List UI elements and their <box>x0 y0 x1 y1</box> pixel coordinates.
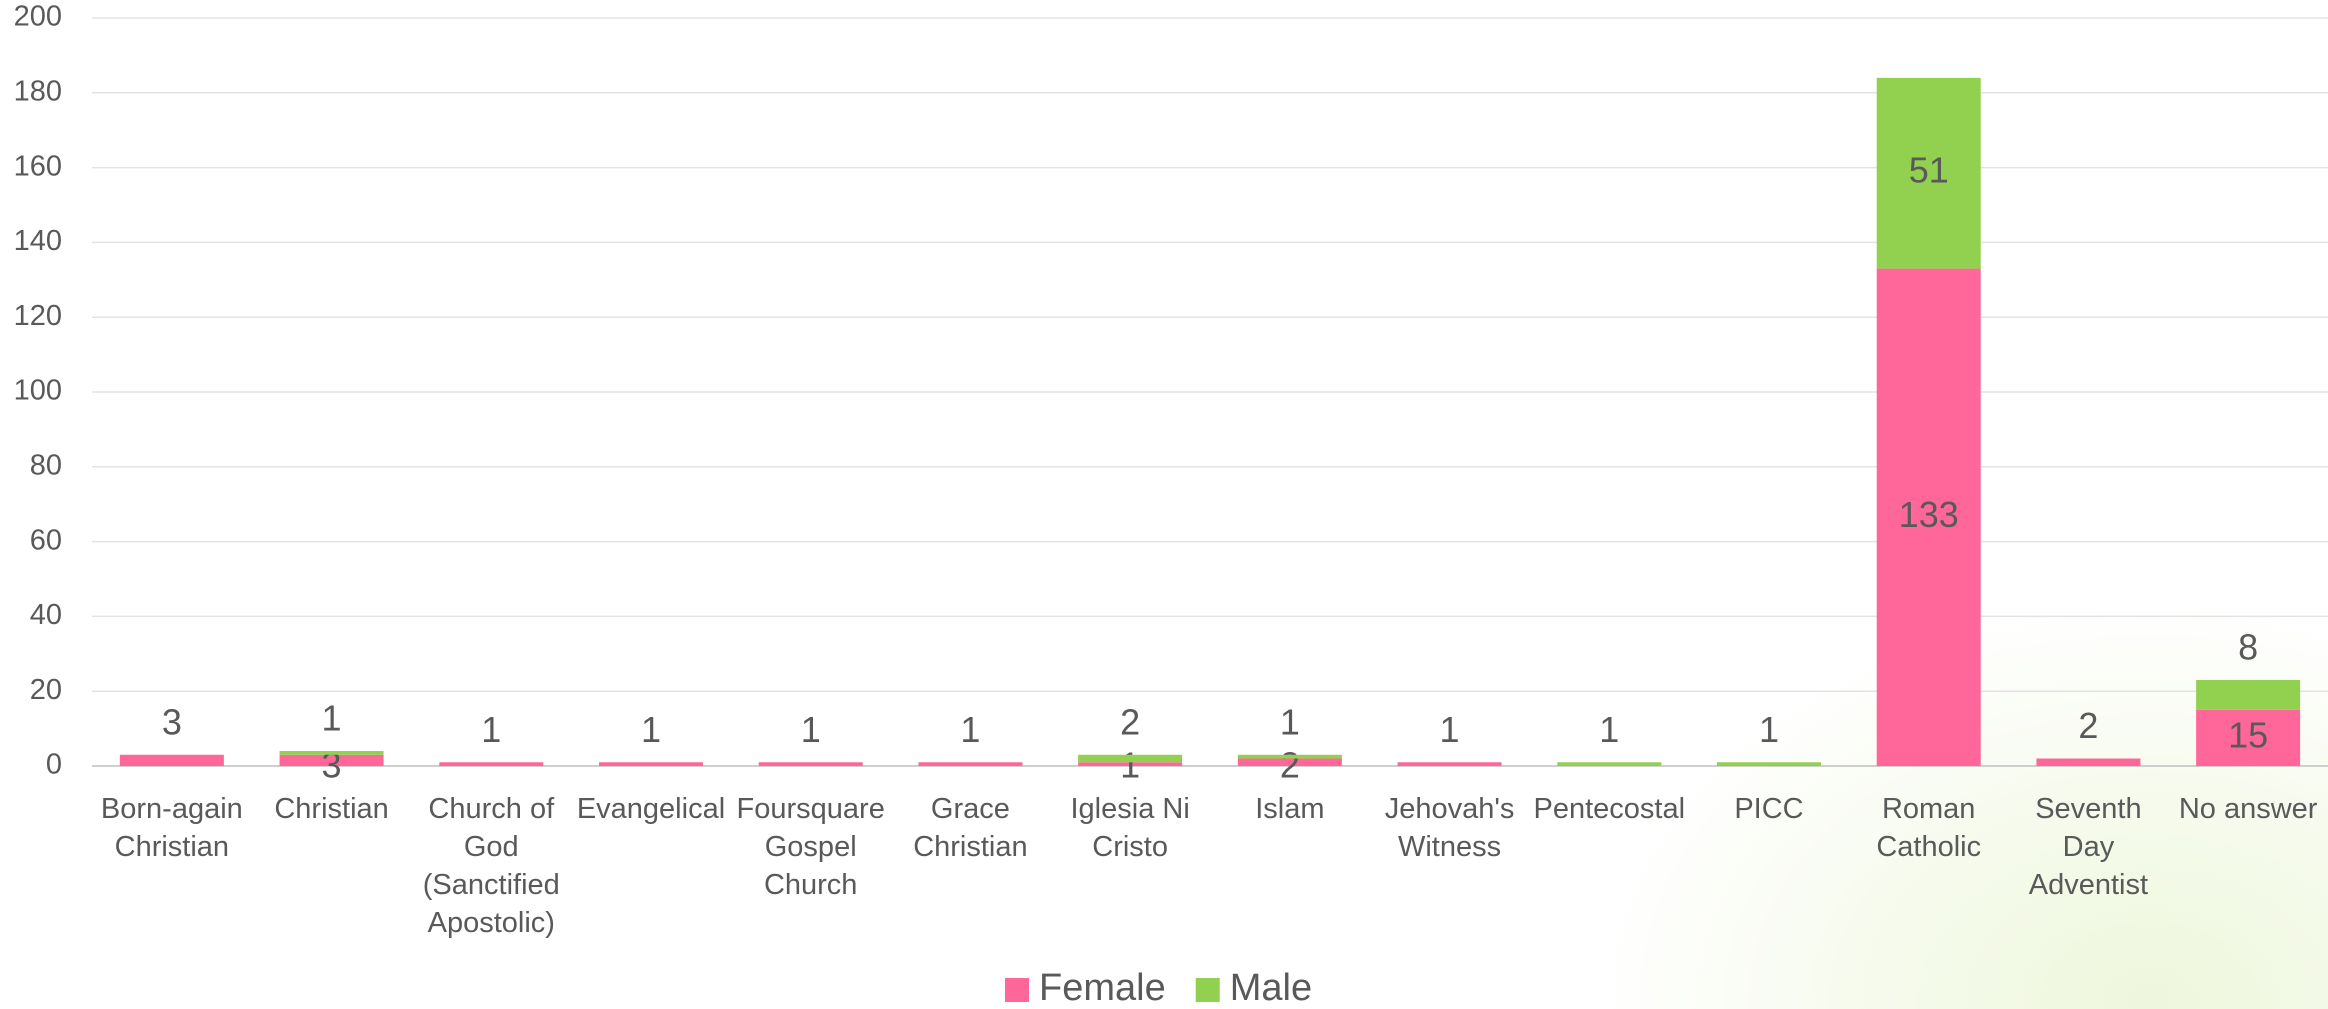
data-label: 1 <box>1280 701 1300 742</box>
y-tick-label: 140 <box>14 225 62 257</box>
x-tick-label: Jehovah's Witness <box>1384 793 1515 863</box>
data-label: 1 <box>322 698 342 739</box>
bar-segment <box>1876 268 1981 766</box>
x-tick-label: Church of God (Sanctified Apostolic) <box>422 793 560 939</box>
bar-segment <box>1876 77 1981 269</box>
x-tick-label: Seventh Day Adventist <box>2028 793 2149 901</box>
data-label: 1 <box>1759 709 1779 750</box>
bar-segment <box>279 754 384 766</box>
x-tick-label: No answer <box>2178 793 2318 825</box>
data-label: 3 <box>162 701 182 742</box>
bar-segment <box>2196 679 2301 710</box>
data-label: 15 <box>2228 714 2268 755</box>
bar-segment <box>1557 762 1662 766</box>
data-label: 2 <box>2078 705 2098 746</box>
y-tick-label: 100 <box>14 375 62 407</box>
y-tick-label: 120 <box>14 300 62 332</box>
data-label: 1 <box>641 709 661 750</box>
bar-segment <box>1717 762 1821 766</box>
bar-segment <box>1237 754 1342 759</box>
bar-segment <box>2036 758 2141 766</box>
data-label: 1 <box>1440 709 1460 750</box>
data-label: 1 <box>801 709 821 750</box>
x-tick-label: Roman Catholic <box>1876 793 1982 863</box>
bar-segment <box>758 762 863 766</box>
bar-segment <box>1237 758 1342 766</box>
x-tick-label: Evangelical <box>576 793 726 825</box>
y-tick-label: 180 <box>14 75 62 107</box>
bar-segment <box>279 751 384 755</box>
data-label: 1 <box>960 709 980 750</box>
legend-swatch <box>1005 978 1029 1002</box>
x-tick-label: Islam <box>1255 793 1325 825</box>
y-tick-label: 40 <box>30 599 62 631</box>
legend-label: Male <box>1230 967 1312 1009</box>
data-label: 133 <box>1899 494 1959 535</box>
x-tick-label: Iglesia Ni Cristo <box>1070 793 1190 863</box>
data-label: 51 <box>1909 150 1949 191</box>
bar-segment <box>119 754 224 766</box>
bar-segment <box>599 762 703 766</box>
y-tick-label: 20 <box>30 674 62 706</box>
data-label: 1 <box>1120 745 1140 786</box>
data-label: 1 <box>1599 709 1619 750</box>
bar-segment <box>1078 754 1183 763</box>
y-tick-label: 200 <box>14 1 62 33</box>
x-tick-label: Christian <box>274 793 389 825</box>
bar-segment <box>1397 762 1502 766</box>
y-tick-label: 80 <box>30 449 62 481</box>
x-tick-label: Foursquare Gospel Church <box>736 793 885 901</box>
x-tick-label: Pentecostal <box>1533 793 1686 825</box>
bar-segment <box>2196 709 2301 766</box>
y-tick-label: 60 <box>30 524 62 556</box>
data-label: 2 <box>1280 745 1300 786</box>
legend-label: Female <box>1039 967 1166 1009</box>
bar-segment <box>439 762 544 766</box>
data-label: 8 <box>2238 626 2258 667</box>
bar-segment <box>1078 762 1183 766</box>
x-tick-label: Born-again Christian <box>100 793 243 863</box>
data-label: 3 <box>322 745 342 786</box>
y-tick-label: 160 <box>14 150 62 182</box>
data-label: 1 <box>481 709 501 750</box>
x-tick-label: PICC <box>1734 793 1804 825</box>
data-label: 2 <box>1120 701 1140 742</box>
legend-swatch <box>1195 978 1220 1002</box>
x-tick-label: Grace Christian <box>913 793 1028 863</box>
bar-segment <box>918 762 1023 766</box>
y-tick-label: 0 <box>46 749 62 781</box>
